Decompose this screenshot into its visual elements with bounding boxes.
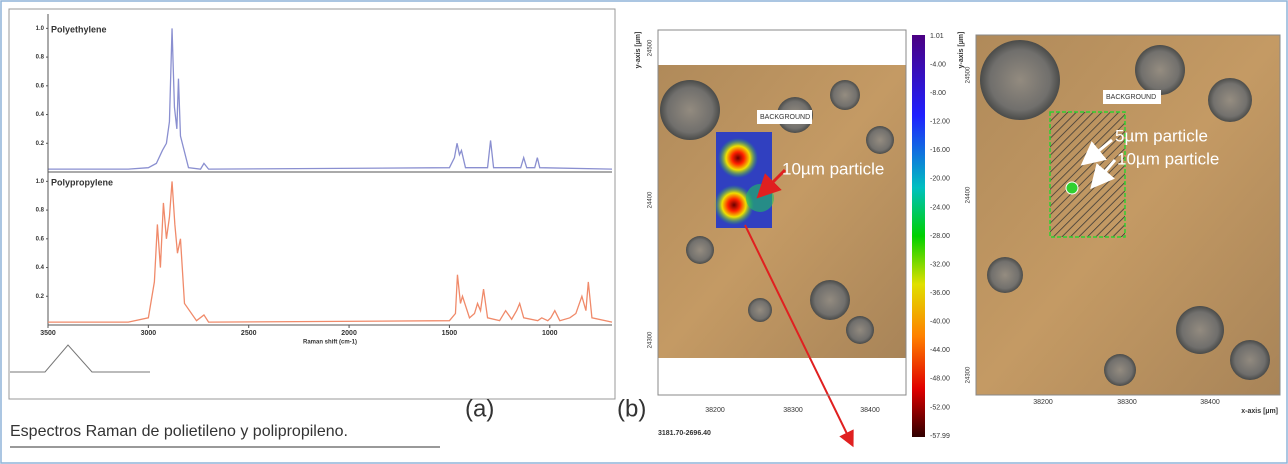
y-tick-label: 24300 bbox=[966, 366, 972, 383]
annotation: 10µm particle bbox=[782, 159, 884, 178]
caption: Espectros Raman de polietileno y polipro… bbox=[10, 423, 348, 440]
spectrum-line bbox=[48, 28, 613, 170]
y-tick-label: 0.2 bbox=[36, 294, 45, 300]
colorbar-tick-label: -12.00 bbox=[930, 119, 950, 126]
colorbar-tick-label: -52.00 bbox=[930, 404, 950, 411]
annotation: BACKGROUND bbox=[760, 114, 810, 121]
y-axis-label: y-axis [µm] bbox=[958, 32, 965, 69]
x-axis-label: Raman shift (cm-1) bbox=[303, 340, 357, 346]
range-label: 3181.70-2696.40 bbox=[658, 430, 711, 437]
colorbar-tick-label: -36.00 bbox=[930, 290, 950, 297]
y-tick-label: 24300 bbox=[648, 331, 654, 348]
chart-title: Polyethylene bbox=[51, 25, 107, 35]
annotation: BACKGROUND bbox=[1106, 94, 1156, 101]
colorbar-tick-label: -20.00 bbox=[930, 176, 950, 183]
colorbar-tick-label: -8.00 bbox=[930, 90, 946, 97]
x-tick-label: 2000 bbox=[341, 330, 357, 337]
x-tick-label: 38200 bbox=[705, 407, 725, 414]
annotation: 10µm particle bbox=[1117, 149, 1219, 168]
colorbar-tick-label: -48.00 bbox=[930, 376, 950, 383]
x-tick-label: 3000 bbox=[141, 330, 157, 337]
x-tick-label: 38400 bbox=[1200, 399, 1220, 406]
y-tick-label: 24500 bbox=[966, 66, 972, 83]
colorbar-tick-label: -40.00 bbox=[930, 319, 950, 326]
y-tick-label: 0.8 bbox=[36, 55, 45, 61]
y-tick-label: 0.6 bbox=[36, 236, 45, 242]
y-tick-label: 0.6 bbox=[36, 83, 45, 89]
y-tick-label: 24400 bbox=[648, 191, 654, 208]
x-tick-label: 38200 bbox=[1033, 399, 1053, 406]
x-tick-label: 38300 bbox=[1117, 399, 1137, 406]
spectrum-line bbox=[48, 181, 613, 323]
colorbar-tick-label: -16.00 bbox=[930, 147, 950, 154]
y-tick-label: 0.4 bbox=[36, 265, 45, 271]
x-tick-label: 2500 bbox=[241, 330, 257, 337]
map-image bbox=[657, 29, 907, 448]
decoration bbox=[10, 344, 150, 373]
x-tick-label: 1000 bbox=[542, 330, 558, 337]
y-axis-label: y-axis [µm] bbox=[635, 32, 642, 69]
y-tick-label: 0.4 bbox=[36, 112, 45, 118]
y-tick-label: 1.0 bbox=[36, 179, 45, 185]
x-tick-label: 3500 bbox=[40, 330, 56, 337]
y-tick-label: 0.2 bbox=[36, 141, 45, 147]
colorbar-tick-label: -28.00 bbox=[930, 233, 950, 240]
micrograph bbox=[975, 34, 1281, 396]
y-tick-label: 0.8 bbox=[36, 208, 45, 214]
colorbar-tick-label: -24.00 bbox=[930, 204, 950, 211]
panel-label: (b) bbox=[617, 395, 646, 422]
y-tick-label: 24500 bbox=[648, 39, 654, 56]
colorbar-tick-label: -4.00 bbox=[930, 61, 946, 68]
colorbar-tick-label: -44.00 bbox=[930, 347, 950, 354]
chart-title: Polypropylene bbox=[51, 178, 113, 188]
x-axis-label: x-axis [µm] bbox=[1241, 408, 1278, 415]
x-tick-label: 1500 bbox=[442, 330, 458, 337]
y-tick-label: 1.0 bbox=[36, 26, 45, 32]
colorbar-tick-label: 1.01 bbox=[930, 33, 944, 40]
colorbar-tick-label: -57.99 bbox=[930, 433, 950, 440]
annotation: 5µm particle bbox=[1115, 126, 1208, 145]
spectra-panel bbox=[8, 8, 616, 400]
panel-label: (a) bbox=[465, 395, 494, 422]
colorbar bbox=[912, 35, 925, 437]
colorbar-tick-label: -32.00 bbox=[930, 261, 950, 268]
x-tick-label: 38400 bbox=[860, 407, 880, 414]
y-tick-label: 24400 bbox=[966, 186, 972, 203]
x-tick-label: 38300 bbox=[783, 407, 803, 414]
